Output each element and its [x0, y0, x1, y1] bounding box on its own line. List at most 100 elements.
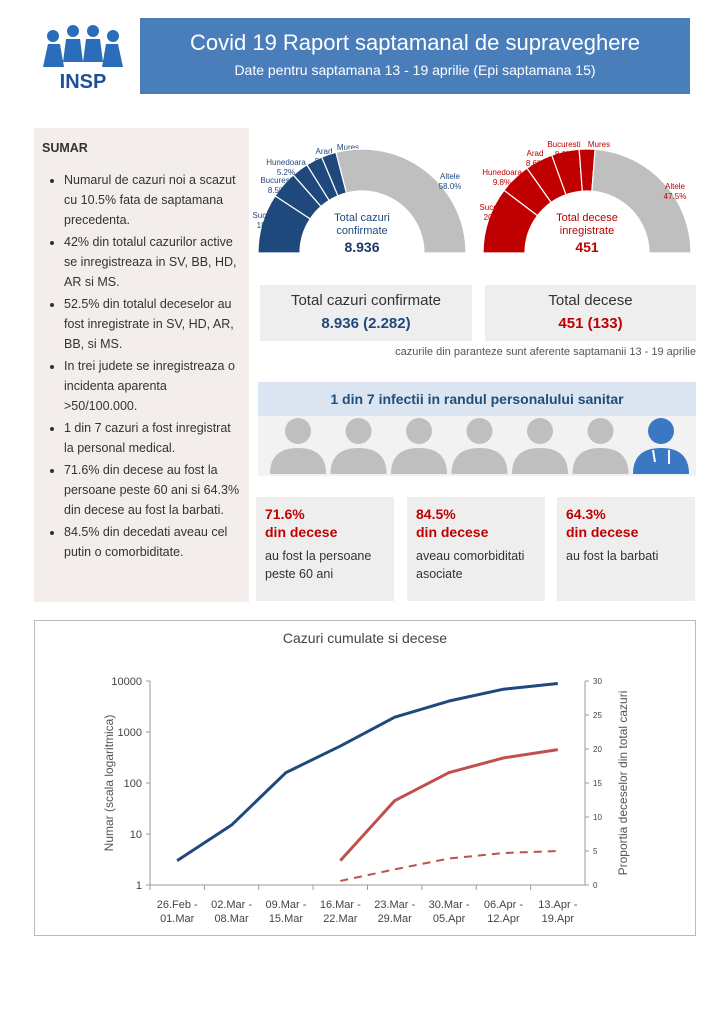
summary-title: SUMAR — [42, 141, 88, 155]
summary-item: 71.6% din decese au fost la persoane pes… — [64, 460, 241, 520]
cumulative-chart-panel: Cazuri cumulate si decese 1 10 100 1000 10000… — [34, 620, 696, 936]
stat-card-men: 64.3% din decese au fost la barbati — [557, 497, 695, 601]
donut-label: Bucuresti — [547, 140, 581, 149]
y2-tick-label: 30 — [593, 677, 602, 686]
y-tick-label: 1000 — [118, 727, 142, 739]
stat-sub: din decese — [566, 524, 639, 540]
x-tick-label: 13.Apr - — [538, 899, 577, 911]
x-tick-label: 29.Mar — [378, 913, 413, 925]
header-banner: Covid 19 Raport saptamanal de supraveghe… — [140, 18, 690, 94]
x-tick-label: 06.Apr - — [484, 899, 523, 911]
series-line-decese-cumulate — [339, 748, 559, 862]
person-icon — [391, 418, 447, 474]
people-icons-row — [258, 416, 696, 476]
y2-tick-label: 5 — [593, 847, 598, 856]
x-tick-label: 12.Apr — [487, 913, 520, 925]
donut-pct: 58.0% — [439, 182, 462, 191]
total-deaths-box: Total decese 451 (133) — [485, 285, 696, 341]
x-tick-label: 15.Mar — [269, 913, 304, 925]
donut-center-value: 451 — [575, 239, 599, 255]
person-head — [285, 418, 311, 444]
donut-label: Mures — [588, 140, 610, 149]
summary-panel: SUMAR Numarul de cazuri noi a scazut cu … — [34, 128, 249, 602]
donut-slice-altele — [335, 148, 467, 254]
donut-center-title: Total cazuri — [334, 212, 390, 224]
cumulative-line-chart: Cazuri cumulate si decese110100100010000… — [102, 630, 630, 925]
y-tick-label: 10 — [130, 829, 142, 841]
x-tick-label: 09.Mar - — [265, 899, 306, 911]
y2-tick-label: 20 — [593, 745, 602, 754]
donut-pct: 47.5% — [664, 192, 687, 201]
person-head — [648, 418, 674, 444]
person-icon — [572, 418, 629, 474]
stethoscope-icon — [652, 449, 670, 464]
donut-label: Hunedoara — [482, 168, 522, 177]
summary-item: 42% din totalul cazurilor active se inre… — [64, 232, 241, 292]
y2-tick-label: 15 — [593, 779, 602, 788]
stat-card-comorbidities: 84.5% din decese aveau comorbiditati aso… — [407, 497, 545, 601]
donut-label: Arad — [527, 149, 544, 158]
page-subtitle: Date pentru saptamana 13 - 19 aprilie (E… — [234, 62, 596, 78]
person-body — [512, 448, 568, 474]
donut-label: Arad — [316, 147, 333, 156]
donut-center-title: confirmate — [336, 225, 387, 237]
page-title: Covid 19 Raport saptamanal de supraveghe… — [189, 30, 641, 55]
summary-item: Numarul de cazuri noi a scazut cu 10.5% … — [64, 170, 241, 230]
donut-label: Hunedoara — [266, 158, 306, 167]
donut-label: Suceava — [479, 203, 511, 212]
y2-axis-label: Proportia deceselor din total cazuri — [616, 691, 630, 876]
stat-desc: aveau comorbiditati asociate — [416, 549, 525, 581]
person-body — [270, 448, 326, 474]
stat-desc: au fost la barbati — [566, 549, 659, 563]
donut-label: Mures — [337, 143, 359, 152]
donut-pct: 18.5% — [257, 221, 280, 230]
person-body — [451, 448, 508, 474]
person-body — [633, 448, 689, 474]
donut-label: Suceava — [252, 211, 284, 220]
person-body — [572, 448, 629, 474]
stat-pct: 84.5% — [416, 506, 456, 522]
y-tick-label: 10000 — [111, 676, 142, 688]
x-tick-label: 01.Mar — [160, 913, 195, 925]
donut-label: Altele — [665, 182, 686, 191]
x-tick-label: 22.Mar — [323, 913, 358, 925]
insp-logo: INSP — [38, 22, 128, 93]
total-deaths-value: 451 (133) — [558, 315, 623, 332]
donut-center-title: inregistrate — [560, 225, 614, 237]
y-tick-label: 1 — [136, 880, 142, 892]
person-icon — [512, 418, 568, 474]
x-tick-label: 19.Apr — [542, 913, 575, 925]
donut-pct: 9.8% — [493, 178, 511, 187]
stat-sub: din decese — [416, 524, 489, 540]
y2-tick-label: 25 — [593, 711, 602, 720]
deaths-donut-chart: Suceava20.6%Hunedoara9.8%Arad8.6%Bucures… — [479, 140, 692, 255]
summary-item: In trei judete se inregistreaza o incide… — [64, 356, 241, 416]
y-axis-label: Numar (scala logaritmica) — [102, 715, 116, 852]
svg-text:INSP: INSP — [60, 71, 107, 92]
y2-tick-label: 0 — [593, 881, 598, 890]
stat-sub: din decese — [265, 524, 338, 540]
stat-desc: au fost la persoane peste 60 ani — [265, 549, 372, 581]
donut-pct: 8.6% — [526, 159, 544, 168]
person-head — [345, 418, 372, 444]
y-tick-label: 100 — [124, 778, 142, 790]
total-cases-box: Total cazuri confirmate 8.936 (2.282) — [260, 285, 472, 341]
x-tick-label: 05.Apr — [433, 913, 466, 925]
stat-pct: 64.3% — [566, 506, 606, 522]
summary-item: 52.5% din totalul deceselor au fost inre… — [64, 294, 241, 354]
x-tick-label: 16.Mar - — [320, 899, 361, 911]
donut-pct: 8.6% — [555, 150, 573, 159]
person-head — [406, 418, 432, 444]
total-deaths-label: Total decese — [548, 292, 633, 309]
staff-infection-title: 1 din 7 infectii in randul personalului … — [258, 382, 696, 416]
y2-tick-label: 10 — [593, 813, 602, 822]
person-body — [330, 448, 387, 474]
summary-item: 84.5% din decedati aveau cel putin o com… — [64, 522, 241, 562]
donut-label: Altele — [440, 172, 461, 181]
medical-person-icon — [633, 418, 689, 474]
x-tick-label: 23.Mar - — [374, 899, 415, 911]
donut-pct: 20.6% — [484, 213, 507, 222]
person-head — [527, 418, 553, 444]
person-icon — [270, 418, 326, 474]
